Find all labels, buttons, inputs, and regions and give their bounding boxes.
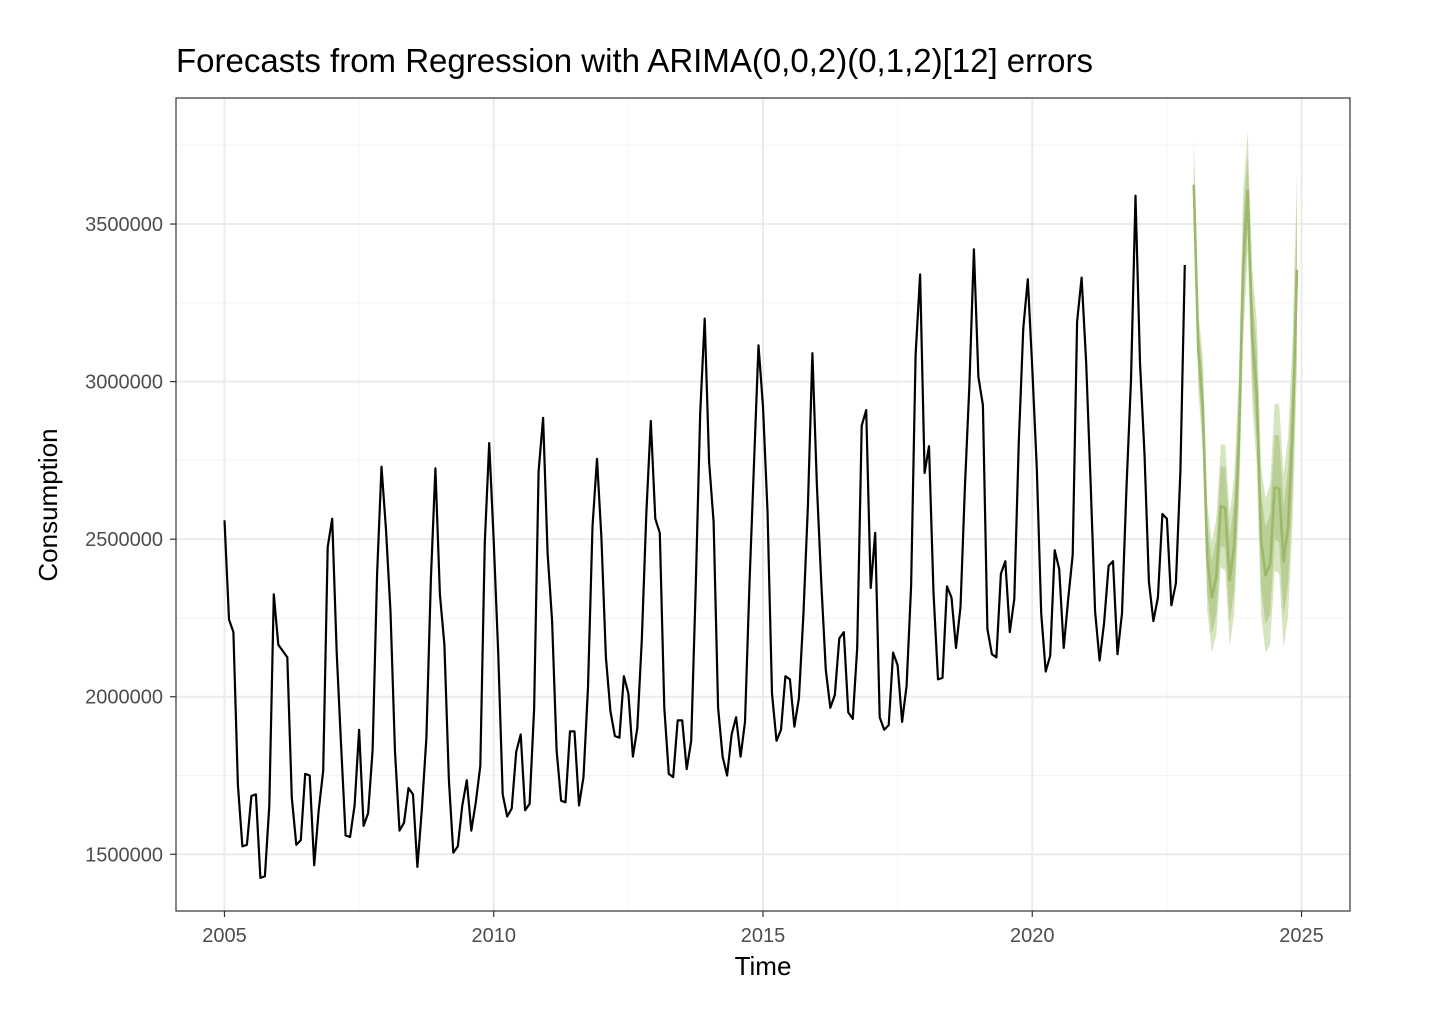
series-lines (223, 184, 1299, 879)
x-tick-label: 2010 (471, 925, 516, 947)
chart-title: Forecasts from Regression with ARIMA(0,0… (176, 42, 1093, 79)
x-tick-label: 2025 (1279, 925, 1324, 947)
x-tick-label: 2020 (1010, 925, 1055, 947)
y-tick-label: 1500000 (85, 844, 163, 866)
x-axis-title: Time (735, 951, 792, 981)
y-tick-label: 2000000 (85, 687, 163, 709)
history-series-line (223, 194, 1186, 879)
x-tick-label: 2015 (741, 925, 786, 947)
y-tick-label: 2500000 (85, 529, 163, 551)
y-tick-label: 3500000 (85, 214, 163, 236)
y-axis-ticks: 1500000 2000000 2500000 3000000 3500000 (85, 214, 176, 866)
y-axis-title: Consumption (33, 428, 63, 581)
x-axis-ticks: 2005 2010 2015 2020 2025 (202, 911, 1324, 947)
x-tick-label: 2005 (202, 925, 247, 947)
forecast-series-line (1192, 184, 1299, 599)
y-tick-label: 3000000 (85, 372, 163, 394)
